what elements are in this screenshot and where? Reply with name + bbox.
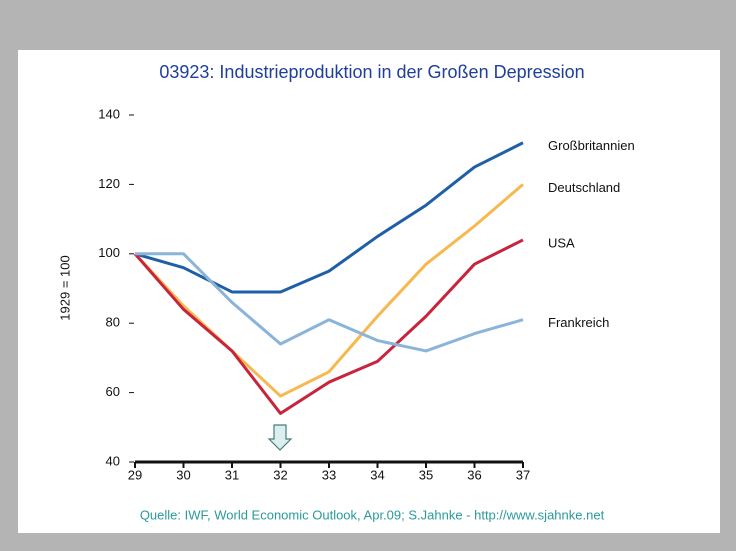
x-tick-label: 29 — [128, 467, 142, 482]
x-tick-label: 37 — [516, 467, 530, 482]
legend-label: Großbritannien — [548, 138, 635, 153]
y-tick-label: 80 — [106, 315, 120, 330]
y-tick-label: 60 — [106, 384, 120, 399]
line-series — [133, 238, 524, 415]
source: Quelle: IWF, World Economic Outlook, Apr… — [140, 507, 605, 522]
x-tick-label: 32 — [273, 467, 287, 482]
x-tick-label: 34 — [370, 467, 384, 482]
panel — [18, 50, 720, 533]
x-tick-label: 33 — [322, 467, 336, 482]
legend-label: Frankreich — [548, 315, 609, 330]
y-axis-label: 1929 = 100 — [57, 255, 72, 320]
x-tick-label: 35 — [419, 467, 433, 482]
arrow — [267, 424, 293, 451]
y-tick-label: 40 — [106, 453, 120, 468]
x-tick-label: 36 — [467, 467, 481, 482]
y-tick-label: 100 — [98, 245, 120, 260]
x-tick-label: 30 — [176, 467, 190, 482]
chart-title: 03923: Industrieproduktion in der Großen… — [159, 62, 584, 82]
line-series — [135, 252, 524, 353]
line-series — [134, 141, 524, 294]
legend-label: USA — [548, 235, 575, 250]
y-tick-label: 140 — [98, 106, 120, 121]
legend-label: Deutschland — [548, 180, 620, 195]
x-tick-label: 31 — [225, 467, 239, 482]
y-tick-label: 120 — [98, 176, 120, 191]
line-series — [133, 183, 524, 398]
